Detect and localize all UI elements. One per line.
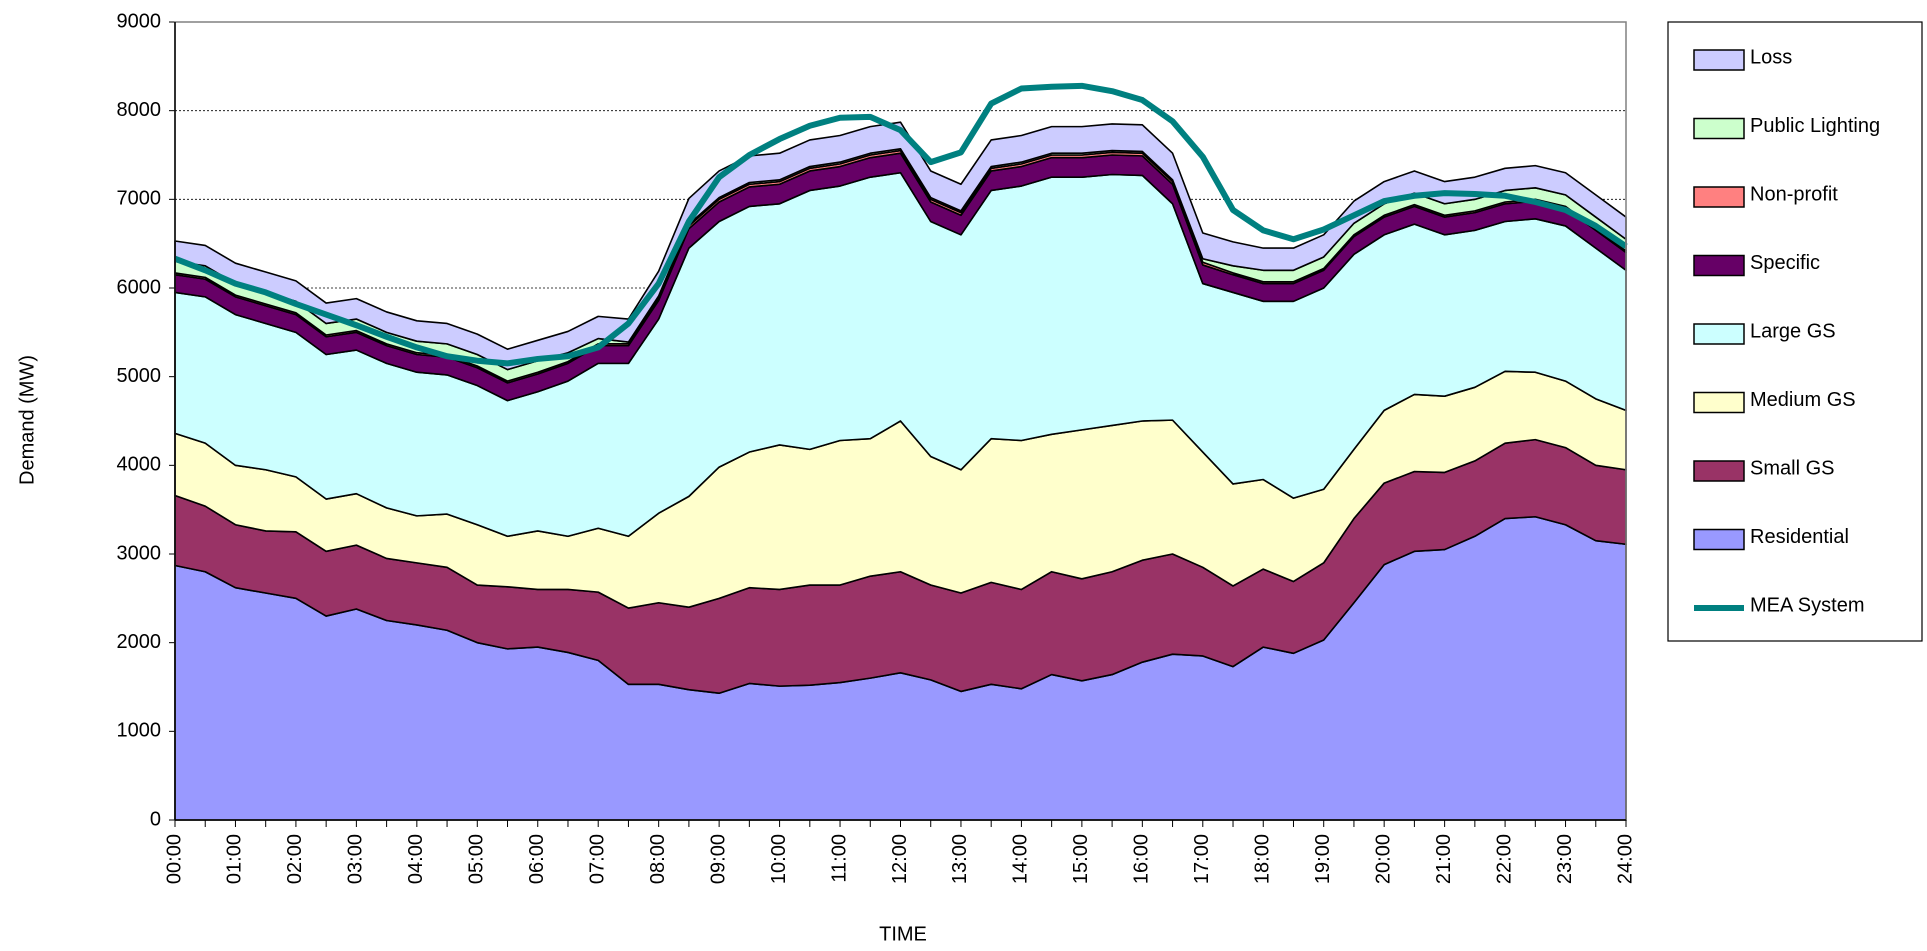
x-tick-label: 07:00 [586,834,608,884]
x-tick-label: 06:00 [526,834,548,884]
x-tick-label: 24:00 [1614,834,1636,884]
legend-label: Loss [1750,46,1792,68]
legend-swatch [1693,186,1745,208]
legend-swatch [1693,49,1745,71]
y-tick-label: 2000 [117,631,162,653]
x-axis-title: TIME [879,923,927,945]
y-tick-label: 6000 [117,276,162,298]
x-tick-label: 03:00 [345,834,367,884]
legend-label: Medium GS [1750,389,1856,411]
y-tick-label: 9000 [117,10,162,32]
x-tick-label: 12:00 [889,834,911,884]
x-tick-label: 18:00 [1252,834,1274,884]
x-tick-label: 19:00 [1312,834,1334,884]
x-tick-label: 15:00 [1070,834,1092,884]
x-tick-label: 04:00 [405,834,427,884]
y-tick-label: 8000 [117,99,162,121]
legend-label: Public Lighting [1750,115,1880,137]
x-tick-label: 01:00 [224,834,246,884]
legend-label: Specific [1750,252,1820,274]
x-tick-label: 22:00 [1493,834,1515,884]
x-tick-label: 23:00 [1554,834,1576,884]
y-tick-label: 0 [150,808,161,830]
x-tick-label: 09:00 [707,834,729,884]
y-axis-title: Demand (MW) [16,355,38,485]
legend-swatch [1693,391,1745,414]
legend-label: MEA System [1750,594,1864,616]
y-tick-label: 7000 [117,188,162,210]
y-tick-label: 4000 [117,454,162,476]
legend-swatch [1693,528,1745,551]
legend-swatch [1693,460,1745,482]
x-tick-label: 02:00 [284,834,306,884]
x-tick-label: 10:00 [768,834,790,884]
legend-swatch [1693,117,1745,140]
x-tick-label: 05:00 [466,834,488,884]
x-tick-label: 17:00 [1191,834,1213,884]
legend-label: Residential [1750,526,1849,548]
y-tick-label: 3000 [117,542,162,564]
x-tick-label: 16:00 [1131,834,1153,884]
x-tick-label: 13:00 [949,834,971,884]
line [173,82,1628,367]
y-tick-label: 5000 [117,365,162,387]
legend-label: Non-profit [1750,183,1838,205]
x-tick-label: 00:00 [163,834,185,884]
legend-swatch [1693,254,1745,277]
x-tick-label: 14:00 [1010,834,1032,884]
x-tick-label: 20:00 [1372,834,1394,884]
legend-label: Small GS [1750,457,1834,479]
x-tick-label: 21:00 [1433,834,1455,884]
x-tick-label: 11:00 [828,834,850,883]
y-tick-label: 1000 [117,720,162,742]
legend-swatch [1693,323,1745,345]
x-tick-label: 08:00 [647,834,669,884]
legend-label: Large GS [1750,320,1836,342]
